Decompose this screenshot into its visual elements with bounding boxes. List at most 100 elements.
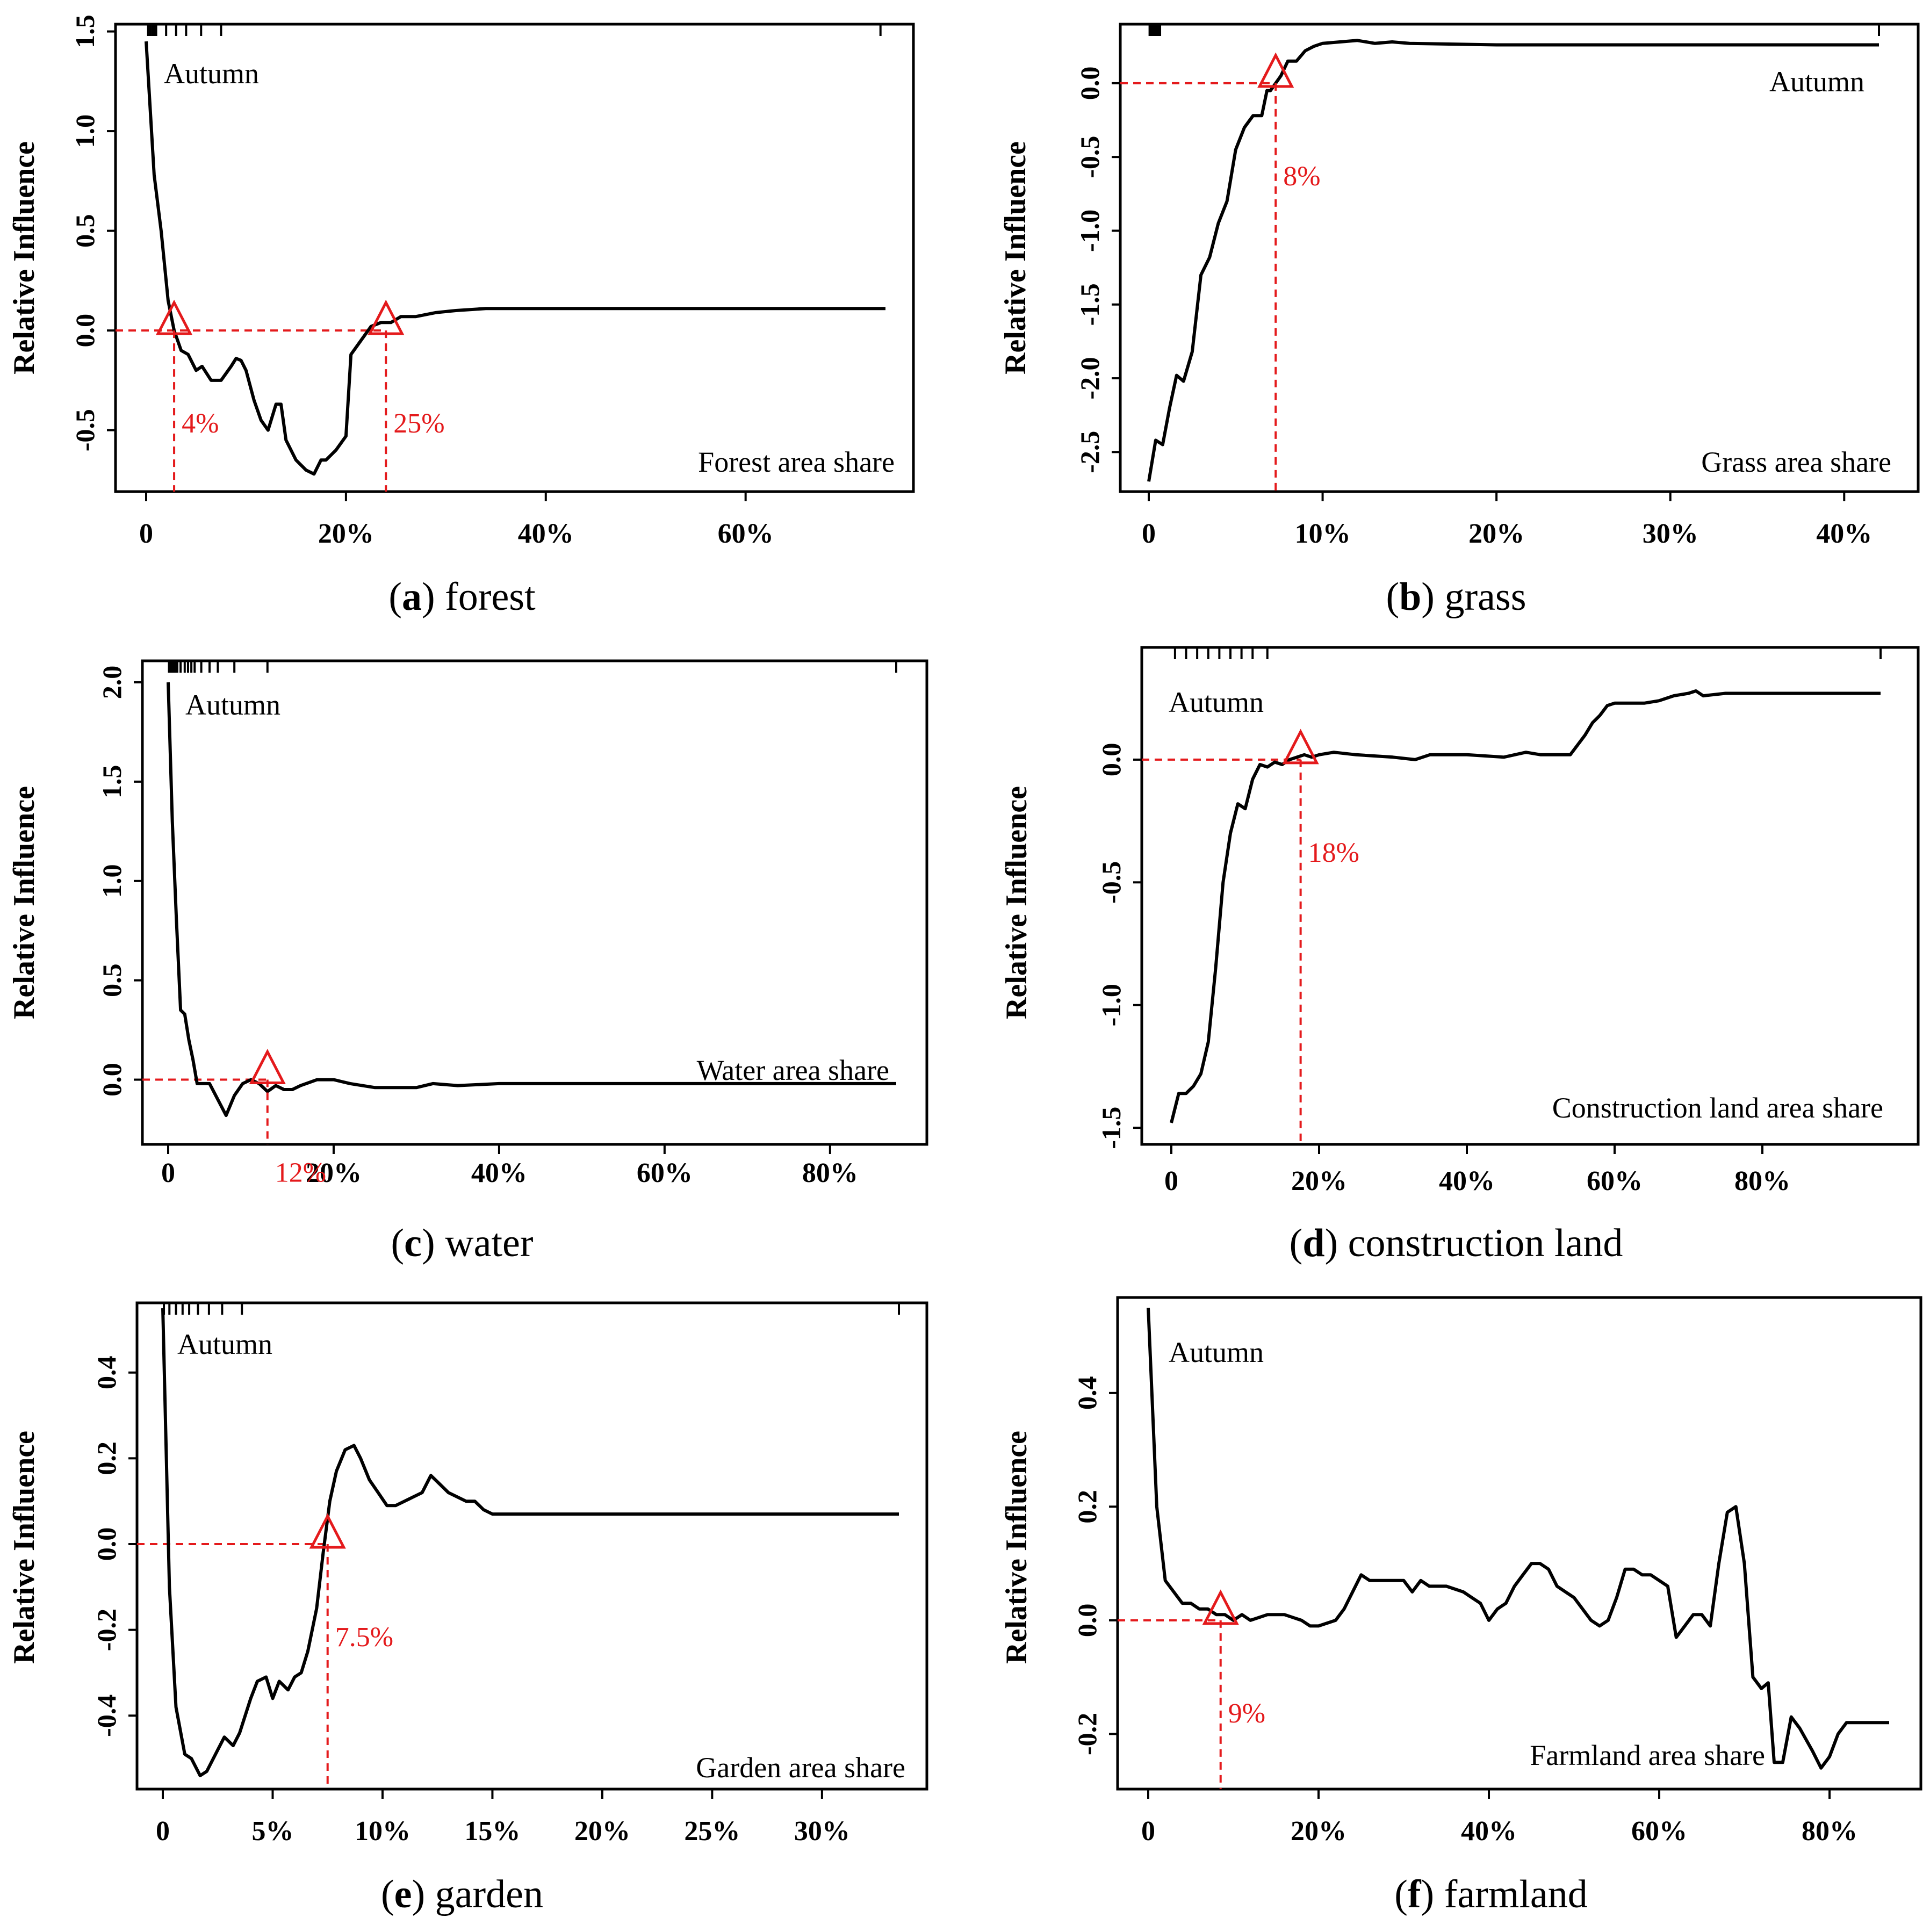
panel-e-xtick-label: 15% — [464, 1816, 520, 1847]
panel-b-caption: (b) grass — [1386, 575, 1526, 619]
panel-f-xtick-label: 80% — [1802, 1816, 1857, 1847]
panel-a-xtick-label: 40% — [518, 518, 574, 549]
panel-a-xtick-label: 20% — [318, 518, 374, 549]
panel-d-xtick-label: 80% — [1734, 1166, 1790, 1196]
panel-c-season-label: Autumn — [185, 689, 280, 721]
panel-a-frame — [114, 23, 915, 493]
panel-b-xtick-label: 0 — [1142, 518, 1156, 549]
panel-c-series-line — [167, 682, 896, 1118]
panel-b: Autumn Grass area share Relative Influen… — [999, 23, 1920, 619]
panel-f-xtick-label: 20% — [1291, 1816, 1346, 1847]
panel-d-ytick-label: -1.5 — [1096, 1107, 1126, 1149]
panel-f-xtick-label: 60% — [1631, 1816, 1687, 1847]
panel-e-frame — [135, 1301, 928, 1791]
panel-f-threshold-marker — [1202, 1589, 1239, 1625]
panel-e-xtick-label: 30% — [794, 1816, 850, 1847]
panel-e-series-line — [161, 1308, 899, 1777]
panel-e-caption: (e) garden — [381, 1872, 543, 1916]
panel-d-xtick-label: 60% — [1587, 1166, 1643, 1196]
panel-f-ytick-label: 0.2 — [1072, 1490, 1102, 1524]
panel-d-xtick-label: 20% — [1291, 1166, 1347, 1196]
panel-f-caption-name: farmland — [1444, 1872, 1588, 1916]
panel-d-xtick-label: 0 — [1164, 1166, 1178, 1196]
panel-d-ytick-label: -1.0 — [1096, 984, 1126, 1026]
panel-c-xtick-label: 60% — [637, 1158, 693, 1188]
panel-f-ytick-label: 0.0 — [1072, 1604, 1102, 1638]
panel-a-ytick-label: 1.5 — [70, 15, 100, 48]
panel-a-threshold-label: 25% — [393, 408, 444, 439]
panel-d-ylabel: Relative Influence — [1000, 786, 1033, 1019]
panel-b-ytick-label: -1.5 — [1075, 283, 1105, 326]
panel-e-threshold-label: 7.5% — [335, 1622, 393, 1653]
panel-d-ytick-label: -0.5 — [1096, 861, 1126, 904]
panel-a-series-line — [145, 41, 885, 476]
panel-a-season-label: Autumn — [164, 57, 259, 90]
panel-e-xtick-label: 5% — [251, 1816, 293, 1847]
panel-a-xtick-label: 60% — [718, 518, 774, 549]
panel-d-threshold-label: 18% — [1308, 838, 1359, 868]
panel-d-frame — [1140, 646, 1920, 1146]
panel-c-xtick-label: 0 — [161, 1158, 175, 1188]
panel-f-ytick-label: 0.4 — [1072, 1376, 1102, 1410]
panel-a-threshold-marker — [155, 299, 193, 335]
panel-f-area-label: Farmland area share — [1530, 1739, 1765, 1771]
panel-e-threshold-marker — [309, 1513, 346, 1549]
panel-f-xtick-label: 0 — [1141, 1816, 1155, 1847]
panel-a-ytick-label: 1.0 — [70, 114, 100, 148]
panel-a-caption: (a) forest — [388, 575, 536, 619]
panel-c-ytick-label: 1.0 — [97, 864, 127, 898]
panel-a-ytick-label: 0.5 — [70, 214, 100, 248]
panel-e-caption-name: garden — [435, 1872, 543, 1916]
panel-c-ytick-label: 1.5 — [97, 765, 127, 799]
panel-c-xtick-label: 20% — [306, 1158, 362, 1188]
panel-e-ylabel: Relative Influence — [8, 1431, 41, 1664]
panel-a-ytick-label: -0.5 — [70, 409, 100, 451]
panel-e-xtick-label: 20% — [574, 1816, 630, 1847]
panel-a: Autumn Forest area share Relative Influe… — [8, 15, 915, 619]
panel-c-xtick-label: 40% — [471, 1158, 527, 1188]
panel-d-caption: (d) construction land — [1290, 1221, 1623, 1265]
panel-c-area-label: Water area share — [697, 1054, 889, 1086]
panel-f-season-label: Autumn — [1169, 1336, 1264, 1368]
panel-d-threshold-marker — [1282, 729, 1319, 765]
panel-d-area-label: Construction land area share — [1552, 1092, 1883, 1124]
panel-b-threshold-label: 8% — [1283, 161, 1320, 192]
panel-c-ytick-label: 0.0 — [97, 1063, 127, 1097]
panel-b-xtick-label: 20% — [1468, 518, 1524, 549]
panel-c-ytick-label: 2.0 — [97, 666, 127, 700]
panel-a-threshold-label: 4% — [182, 408, 219, 439]
panel-e-ytick-label: -0.2 — [91, 1609, 121, 1651]
panel-f-ylabel: Relative Influence — [1000, 1431, 1033, 1664]
panel-b-xtick-label: 40% — [1816, 518, 1872, 549]
panel-b-ytick-label: -2.0 — [1075, 357, 1105, 399]
panel-e-ytick-label: -0.4 — [91, 1695, 121, 1737]
panel-d-caption-name: construction land — [1348, 1221, 1623, 1265]
panel-a-ytick-label: 0.0 — [70, 314, 100, 348]
panel-e-xtick-label: 25% — [684, 1816, 740, 1847]
panel-c-caption: (c) water — [391, 1221, 533, 1265]
panel-b-ytick-label: -0.5 — [1075, 136, 1105, 178]
panel-f-xtick-label: 40% — [1461, 1816, 1517, 1847]
panel-b-ytick-label: -2.5 — [1075, 431, 1105, 473]
panel-c-caption-name: water — [445, 1221, 533, 1265]
panel-b-area-label: Grass area share — [1701, 446, 1891, 478]
panel-e-ytick-label: 0.2 — [91, 1441, 121, 1475]
panel-b-series-line — [1147, 39, 1879, 482]
panel-d-xtick-label: 40% — [1439, 1166, 1495, 1196]
panel-e-xtick-label: 0 — [156, 1816, 170, 1847]
panel-b-season-label: Autumn — [1769, 66, 1864, 98]
panel-a-threshold-marker — [368, 299, 405, 335]
panel-d-season-label: Autumn — [1169, 686, 1264, 718]
panel-e-ytick-label: 0.4 — [91, 1356, 121, 1389]
panel-e: Autumn Garden area share Relative Influe… — [8, 1301, 928, 1916]
panel-f-caption: (f) farmland — [1394, 1872, 1588, 1916]
panel-a-xtick-label: 0 — [139, 518, 153, 549]
panel-e-season-label: Autumn — [177, 1328, 272, 1360]
panel-f: Autumn Farmland area share Relative Infl… — [1000, 1296, 1922, 1916]
panel-a-caption-name: forest — [445, 575, 536, 619]
panel-e-xtick-label: 10% — [355, 1816, 411, 1847]
panel-b-ytick-label: -1.0 — [1075, 210, 1105, 252]
panel-b-threshold-marker — [1257, 52, 1294, 88]
panel-f-ytick-label: -0.2 — [1072, 1713, 1102, 1755]
